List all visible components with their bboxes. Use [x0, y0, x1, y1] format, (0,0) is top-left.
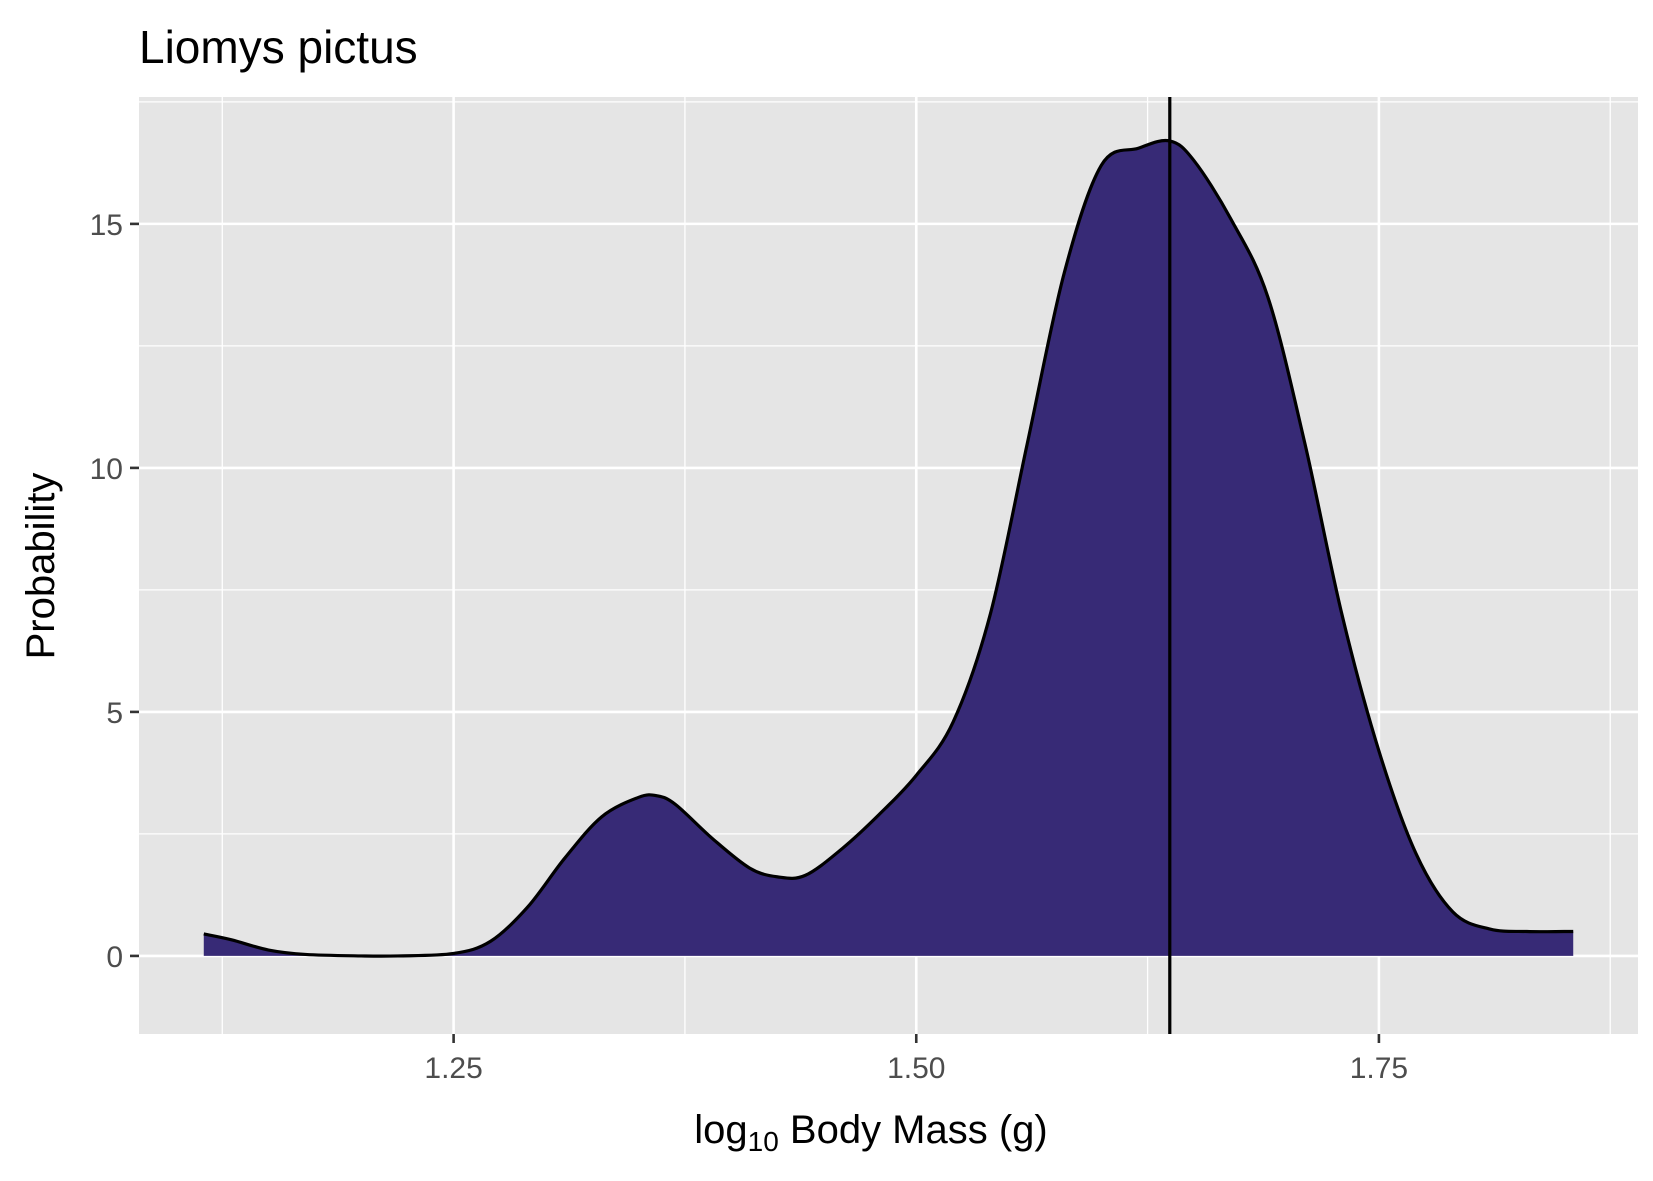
x-tick-label: 1.25 — [424, 1052, 482, 1085]
y-tick-label: 0 — [106, 941, 123, 974]
y-tick-label: 5 — [106, 697, 123, 730]
x-tick-label: 1.75 — [1350, 1052, 1408, 1085]
x-axis-title-rest: Body Mass (g) — [779, 1108, 1048, 1152]
density-area — [203, 140, 1574, 957]
y-tick-label: 15 — [90, 209, 123, 242]
x-axis-title-base: log — [694, 1108, 747, 1152]
x-tick-label: 1.50 — [887, 1052, 945, 1085]
x-axis-title: log10 Body Mass (g) — [694, 1108, 1048, 1157]
x-axis-ticks: 1.25 1.50 1.75 — [424, 1034, 1408, 1085]
y-axis-ticks: 0 5 10 15 — [90, 209, 139, 974]
density-curve — [203, 138, 1574, 958]
chart-title: Liomys pictus — [139, 21, 418, 73]
y-tick-label: 10 — [90, 453, 123, 486]
y-axis-title: Probability — [19, 473, 63, 660]
x-axis-title-subscript: 10 — [748, 1126, 779, 1157]
